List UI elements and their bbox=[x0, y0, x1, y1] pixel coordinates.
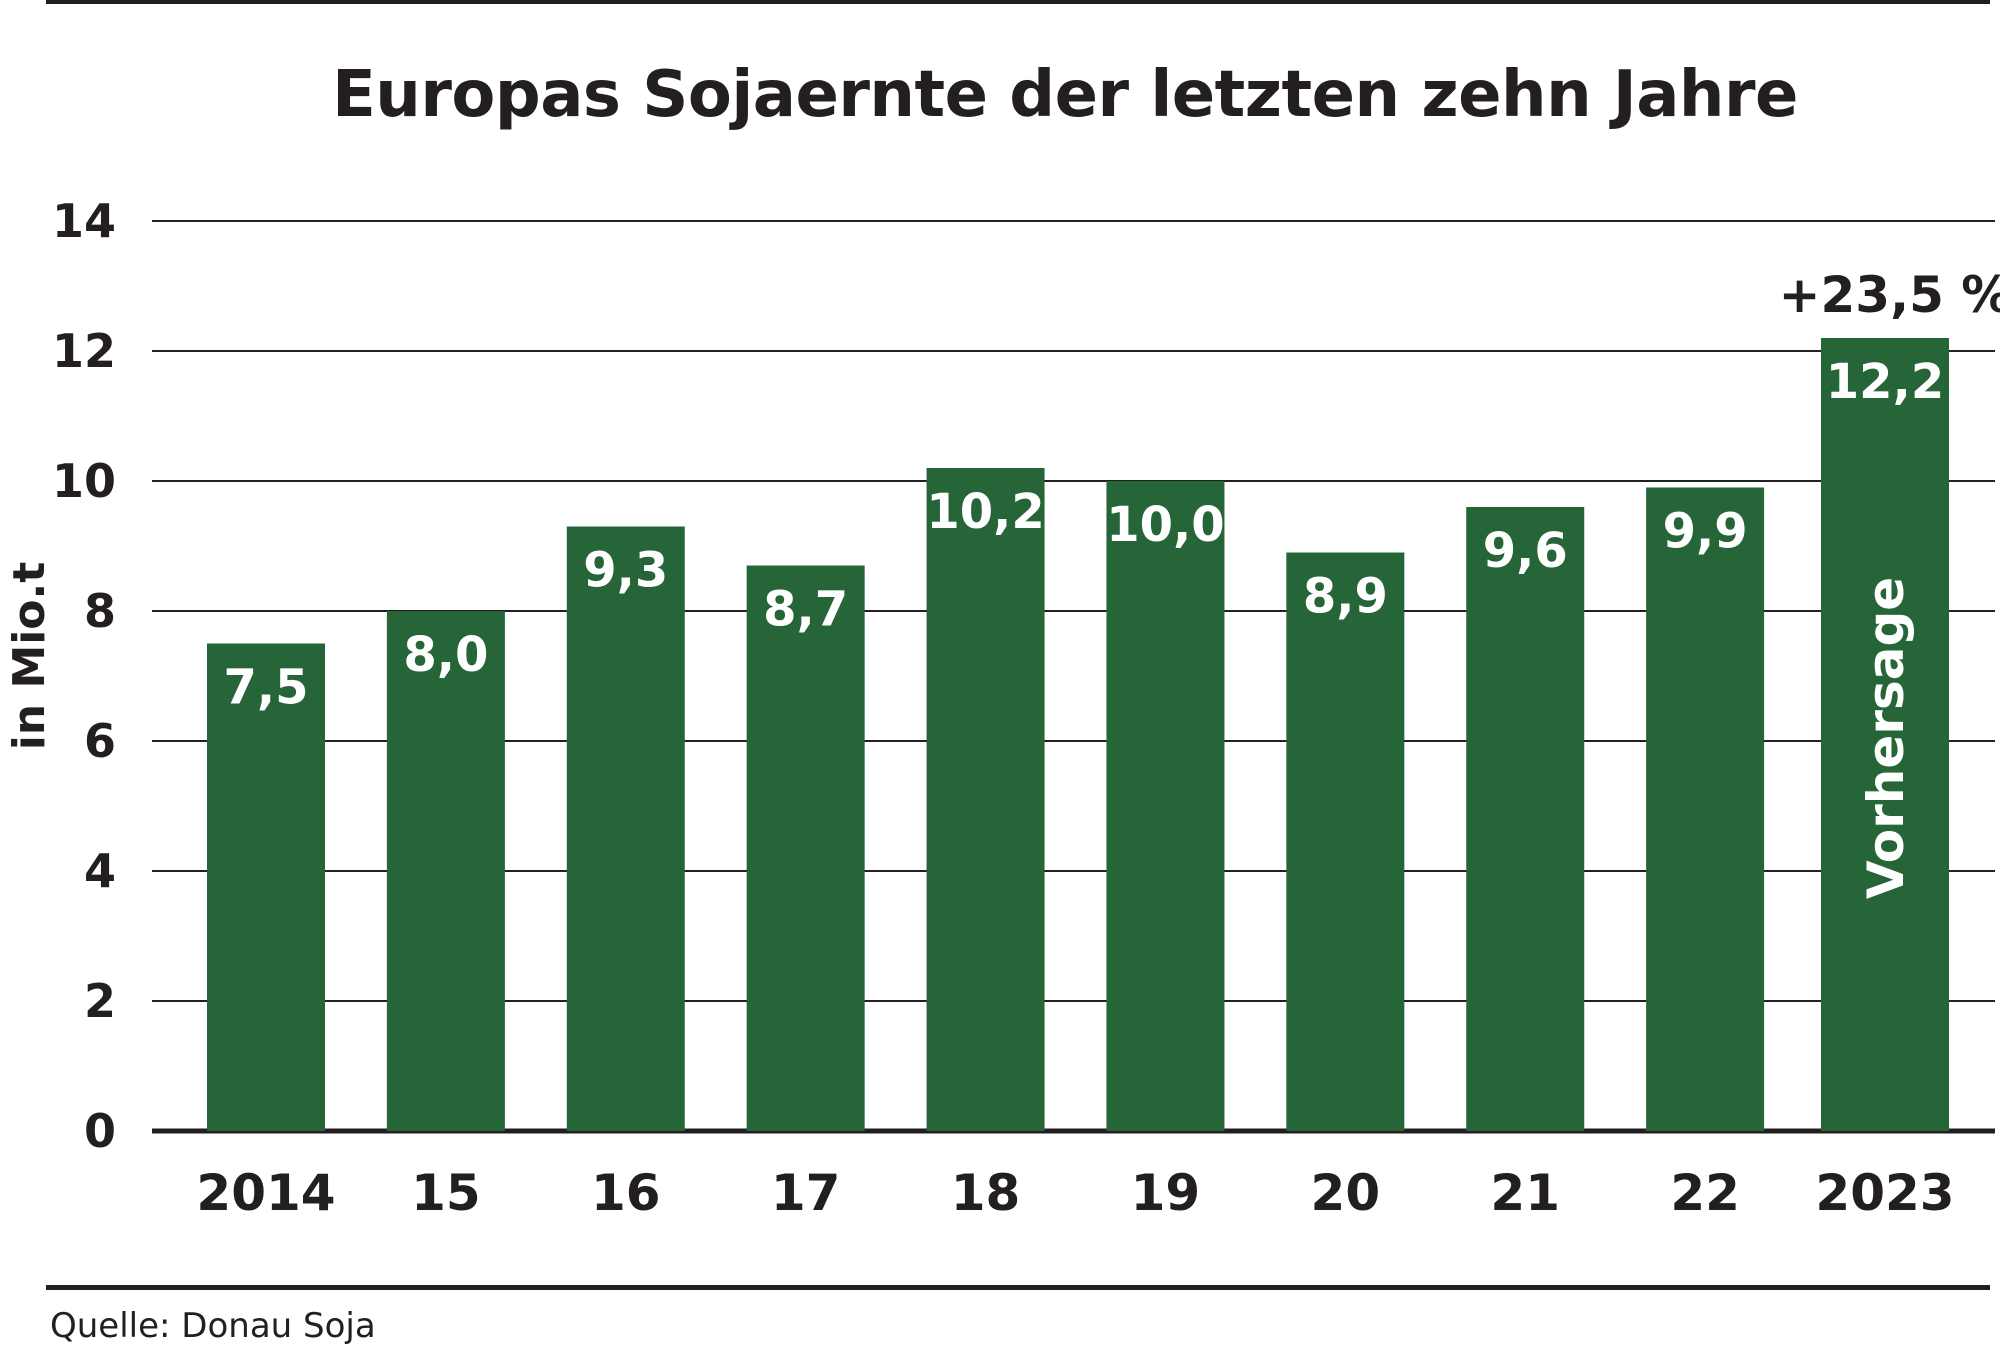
bar-16 bbox=[566, 526, 685, 1131]
bar-17 bbox=[746, 565, 865, 1131]
x-tick-labels: 2014 15 16 17 18 19 20 21 22 2023 bbox=[196, 1164, 1954, 1222]
bar-21 bbox=[1466, 507, 1585, 1131]
bar-15 bbox=[386, 611, 505, 1131]
y-tick-6: 6 bbox=[84, 714, 116, 768]
x-tick-22: 22 bbox=[1670, 1164, 1740, 1222]
x-tick-2014: 2014 bbox=[196, 1164, 335, 1222]
y-tick-4: 4 bbox=[84, 844, 116, 898]
bar-2014 bbox=[207, 643, 325, 1131]
x-tick-20: 20 bbox=[1311, 1164, 1381, 1222]
value-labels: 7,5 8,0 9,3 8,7 10,2 10,0 8,9 9,6 9,9 12,2 bbox=[223, 354, 1944, 716]
x-tick-21: 21 bbox=[1490, 1164, 1560, 1222]
bottom-rule bbox=[46, 1285, 1990, 1290]
top-rule bbox=[46, 0, 1990, 4]
y-tick-8: 8 bbox=[84, 584, 116, 638]
y-tick-10: 10 bbox=[52, 454, 116, 508]
y-axis-label: in Mio.t bbox=[4, 562, 55, 751]
x-tick-19: 19 bbox=[1131, 1164, 1201, 1222]
y-tick-2: 2 bbox=[84, 974, 116, 1028]
y-tick-14: 14 bbox=[52, 194, 116, 248]
value-label-2023: 12,2 bbox=[1826, 354, 1944, 410]
annotations: +23,5 % Vorhersage bbox=[1779, 266, 2000, 899]
value-label-2014: 7,5 bbox=[223, 660, 308, 716]
value-label-22: 9,9 bbox=[1663, 504, 1748, 560]
y-tick-0: 0 bbox=[84, 1104, 116, 1158]
source-note: Quelle: Donau Soja bbox=[50, 1306, 376, 1346]
value-label-21: 9,6 bbox=[1483, 523, 1568, 579]
chart-title: Europas Sojaernte der letzten zehn Jahre bbox=[332, 58, 1798, 132]
value-label-15: 8,0 bbox=[403, 627, 488, 683]
value-label-20: 8,9 bbox=[1303, 569, 1388, 625]
bar-22 bbox=[1646, 487, 1765, 1131]
value-label-16: 9,3 bbox=[583, 543, 668, 599]
bars bbox=[207, 338, 1949, 1131]
x-tick-15: 15 bbox=[411, 1164, 481, 1222]
bar-20 bbox=[1286, 552, 1405, 1131]
y-tick-12: 12 bbox=[52, 324, 116, 378]
bar-19 bbox=[1106, 481, 1225, 1131]
bar-2023 bbox=[1821, 338, 1949, 1131]
x-tick-2023: 2023 bbox=[1815, 1164, 1954, 1222]
x-tick-18: 18 bbox=[951, 1164, 1021, 1222]
change-annotation: +23,5 % bbox=[1779, 266, 2000, 324]
value-label-19: 10,0 bbox=[1106, 497, 1224, 553]
x-tick-17: 17 bbox=[771, 1164, 841, 1222]
x-tick-16: 16 bbox=[591, 1164, 661, 1222]
bar-18 bbox=[926, 468, 1045, 1131]
y-tick-labels: 0 2 4 6 8 10 12 14 bbox=[52, 194, 116, 1158]
value-label-17: 8,7 bbox=[763, 582, 848, 638]
value-label-18: 10,2 bbox=[926, 484, 1044, 540]
forecast-label: Vorhersage bbox=[1857, 577, 1915, 899]
